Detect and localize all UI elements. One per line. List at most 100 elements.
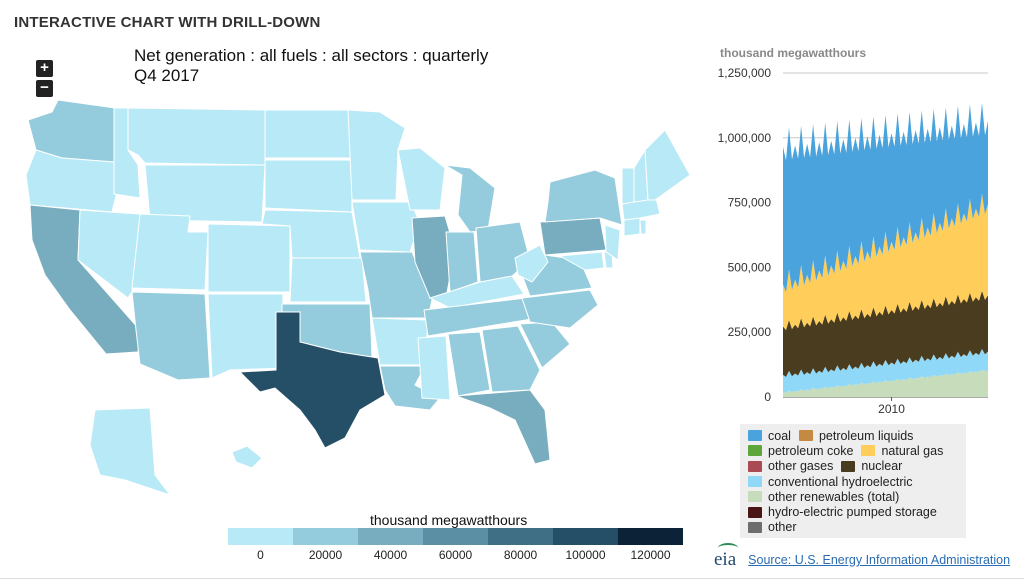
- state-mi[interactable]: [444, 164, 496, 233]
- state-co[interactable]: [207, 223, 291, 293]
- legend-item[interactable]: other gases: [748, 459, 833, 473]
- legend-row: petroleum coke natural gas: [748, 443, 966, 458]
- legend-item[interactable]: petroleum liquids: [798, 428, 914, 443]
- legend-item[interactable]: conventional hydroelectric: [748, 475, 913, 489]
- y-tick-label: 250,000: [728, 325, 772, 339]
- legend-label: petroleum liquids: [818, 428, 914, 443]
- legend-swatch: [748, 460, 762, 472]
- legend-tick-label: 0: [257, 548, 264, 562]
- x-tick-label: 2010: [878, 402, 905, 416]
- state-ct[interactable]: [623, 217, 641, 237]
- area-series-other-renewables-total-: [783, 369, 988, 397]
- legend-swatch: [748, 506, 762, 518]
- area-series-nuclear: [783, 290, 988, 377]
- state-wv[interactable]: [514, 244, 549, 283]
- legend-swatch: [748, 430, 762, 442]
- map-legend-color-bar: [228, 528, 683, 545]
- state-ga[interactable]: [481, 325, 541, 393]
- map-legend-title: thousand megawatthours: [370, 512, 528, 528]
- legend-item[interactable]: coal: [748, 429, 791, 443]
- state-fl[interactable]: [455, 389, 551, 465]
- zoom-in-button[interactable]: +: [36, 60, 53, 77]
- legend-tick-label: 100000: [565, 548, 606, 562]
- legend-tick-label: 20000: [308, 548, 343, 562]
- state-nm[interactable]: [207, 293, 284, 379]
- legend-label: other renewables (total): [768, 489, 900, 504]
- legend-row: hydro-electric pumped storage: [748, 504, 966, 519]
- state-md[interactable]: [558, 251, 605, 271]
- bottom-divider: [0, 578, 1024, 579]
- state-ri[interactable]: [639, 219, 647, 235]
- state-nv[interactable]: [77, 209, 141, 299]
- legend-label: hydro-electric pumped storage: [768, 505, 937, 520]
- legend-row: other renewables (total): [748, 489, 966, 504]
- state-ny[interactable]: [544, 169, 623, 226]
- legend-swatch: [748, 491, 762, 503]
- us-choropleth-map[interactable]: [0, 0, 700, 500]
- state-nj[interactable]: [604, 224, 621, 261]
- legend-swatch-5: [553, 528, 618, 545]
- legend-item[interactable]: petroleum coke: [748, 444, 853, 458]
- legend-row: other gases nuclear: [748, 459, 966, 474]
- state-ut[interactable]: [131, 213, 209, 291]
- legend-swatch: [748, 476, 762, 488]
- legend-swatch-6: [618, 528, 683, 545]
- state-mt[interactable]: [127, 107, 266, 166]
- legend-swatch: [748, 521, 762, 533]
- legend-swatch: [798, 430, 813, 442]
- state-az[interactable]: [131, 291, 211, 381]
- state-pa[interactable]: [539, 217, 607, 256]
- legend-item[interactable]: nuclear: [841, 459, 902, 473]
- legend-label: other gases: [768, 459, 834, 474]
- legend-label: petroleum coke: [768, 443, 854, 458]
- legend-item[interactable]: hydro-electric pumped storage: [748, 505, 937, 519]
- map-legend-ticks: 0 20000 40000 60000 80000 100000 120000: [228, 548, 708, 564]
- legend-swatch-3: [423, 528, 488, 545]
- state-al[interactable]: [447, 331, 491, 397]
- legend-tick-label: 40000: [373, 548, 408, 562]
- state-wi[interactable]: [397, 147, 446, 211]
- state-nd[interactable]: [264, 109, 353, 159]
- zoom-out-button[interactable]: −: [36, 80, 53, 97]
- map-subtitle: Q4 2017: [134, 66, 200, 85]
- state-mn[interactable]: [347, 109, 406, 201]
- legend-item[interactable]: other: [748, 520, 797, 534]
- state-nc[interactable]: [521, 289, 599, 329]
- state-wy[interactable]: [144, 164, 266, 223]
- y-tick-label: 500,000: [728, 260, 772, 274]
- legend-tick-label: 120000: [630, 548, 671, 562]
- state-ms[interactable]: [417, 335, 451, 401]
- state-hi[interactable]: [231, 445, 263, 469]
- legend-swatch: [841, 460, 856, 472]
- legend-item[interactable]: other renewables (total): [748, 490, 899, 504]
- eia-logo: eia: [714, 543, 738, 571]
- y-tick-label: 750,000: [728, 196, 772, 210]
- legend-tick-label: 80000: [503, 548, 538, 562]
- source-link[interactable]: Source: U.S. Energy Information Administ…: [748, 553, 1011, 567]
- state-tx[interactable]: [238, 311, 386, 449]
- legend-swatch: [748, 445, 762, 457]
- y-tick-label: 1,000,000: [718, 131, 772, 145]
- area-series-coal: [783, 102, 988, 293]
- state-vt[interactable]: [621, 167, 635, 205]
- y-tick-label: 0: [764, 390, 771, 404]
- y-tick-label: 1,250,000: [718, 66, 772, 80]
- legend-row: other: [748, 520, 966, 535]
- legend-swatch: [861, 445, 876, 457]
- legend-row: coal petroleum liquids: [748, 428, 966, 443]
- legend-item[interactable]: natural gas: [861, 444, 943, 458]
- state-in[interactable]: [445, 231, 479, 293]
- legend-tick-label: 60000: [438, 548, 473, 562]
- legend-row: conventional hydroelectric: [748, 474, 966, 489]
- source-block: eia Source: U.S. Energy Information Admi…: [714, 543, 1024, 574]
- legend-swatch-0: [228, 528, 293, 545]
- state-me[interactable]: [644, 129, 691, 201]
- state-ks[interactable]: [289, 257, 367, 303]
- area-series-conventional-hydroelectric: [783, 349, 988, 393]
- area-series-natural-gas: [783, 193, 988, 330]
- state-sd[interactable]: [264, 159, 353, 213]
- legend-label: natural gas: [881, 443, 944, 458]
- state-ak[interactable]: [89, 407, 172, 496]
- legend-label: nuclear: [861, 459, 903, 474]
- legend-swatch-4: [488, 528, 553, 545]
